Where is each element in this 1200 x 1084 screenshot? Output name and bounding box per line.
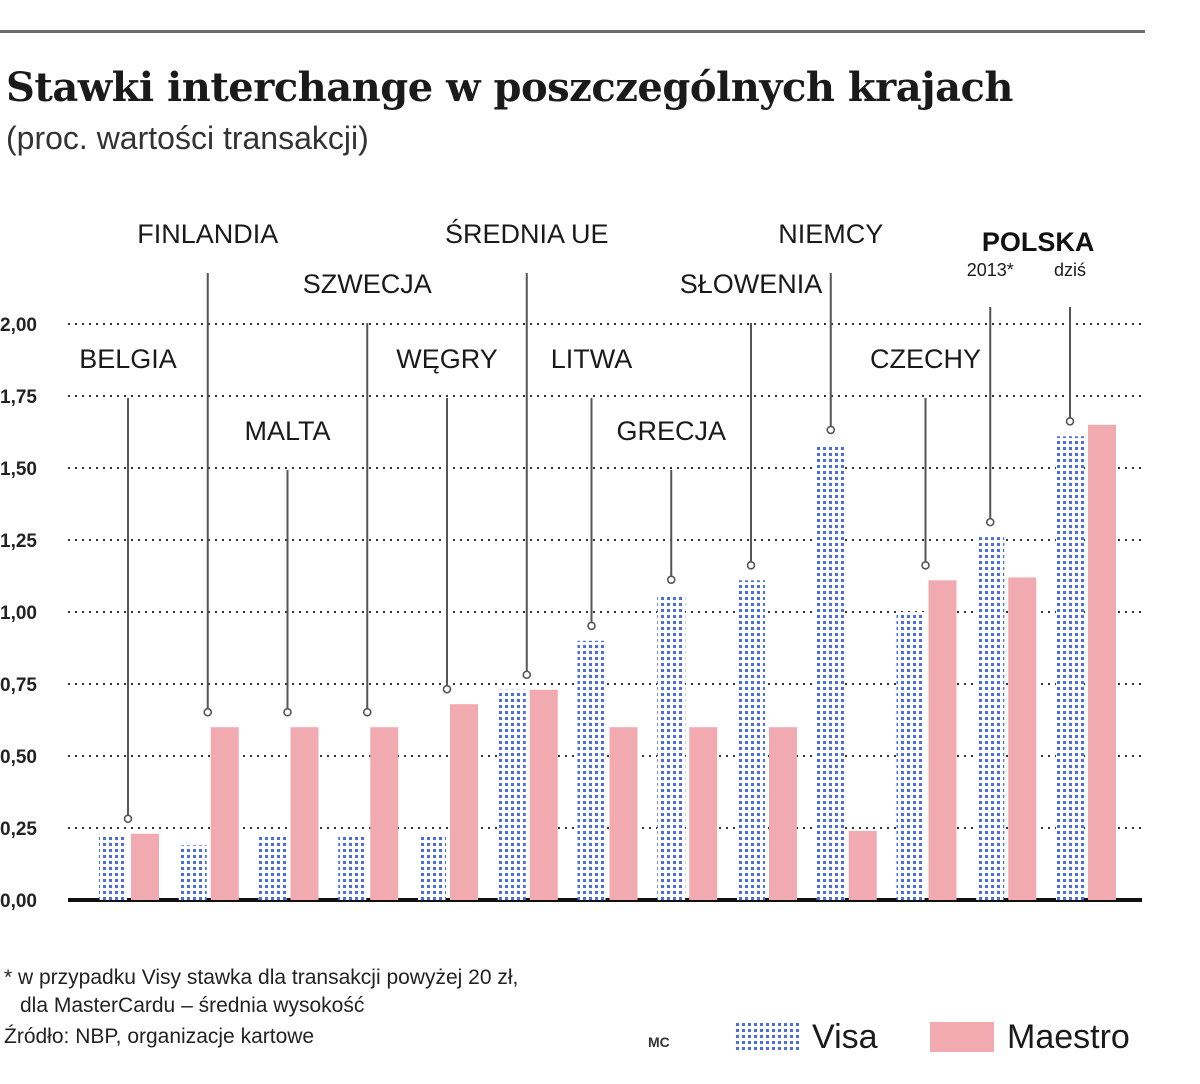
bar-maestro [1088,424,1116,900]
category-label: FINLANDIA [137,219,278,249]
chart-subtitle: (proc. wartości transakcji) [6,120,369,156]
bar-maestro [1008,577,1037,900]
bar-chart: BELGIA FINLANDIA MALTA SZWECJA WĘGRY ŚREDNIA … [0,217,1142,912]
y-tick-label: 1,00 [0,603,37,624]
y-tick-label: 0,00 [0,891,37,912]
bar-visa [577,640,606,900]
bar-maestro [450,704,478,900]
bar-maestro [769,727,797,900]
leader-dot [203,707,213,717]
bar-maestro [848,830,877,900]
bar-visa [338,836,367,900]
bar-visa [497,689,526,900]
leader-dot [826,425,836,435]
top-rule [0,30,1145,33]
y-tick-label: 2,00 [0,315,37,336]
bar-maestro [290,727,319,900]
category-label: NIEMCY [778,219,883,249]
bar-visa [178,845,207,900]
bar-visa [816,444,845,900]
author-credit: MC [648,1034,670,1050]
category-label: SZWECJA [303,269,432,299]
y-axis-ticks: 0,00 0,25 0,50 0,75 1,00 1,25 1,50 1,75 2,00 [0,315,37,912]
bar-visa [976,537,1005,900]
y-tick-label: 1,75 [0,387,37,408]
source-note: Źródło: NBP, organizacje kartowe [4,1025,315,1048]
y-tick-label: 1,25 [0,531,37,552]
legend-label-maestro: Maestro [1007,1018,1130,1056]
bars [99,424,1116,900]
bar-maestro [529,689,558,900]
category-label: WĘGRY [396,344,498,374]
leader-dot [921,561,930,570]
category-label: CZECHY [870,344,981,374]
legend-label-visa: Visa [812,1018,878,1056]
y-tick-label: 0,75 [0,675,37,696]
footnote-line-2: dla MasterCardu – średnia wysokość [20,994,365,1017]
y-tick-label: 1,50 [0,459,37,480]
category-label: BELGIA [79,344,177,374]
category-label: 2013* [967,260,1014,280]
category-label: MALTA [244,416,330,446]
legend-swatch-maestro [930,1022,994,1052]
category-labels: BELGIA FINLANDIA MALTA SZWECJA WĘGRY ŚREDNIA … [79,217,1095,824]
bar-visa [418,836,446,900]
leader-dot [1065,417,1075,426]
group-label-polska: POLSKA [982,227,1095,257]
footnote-line-1: * w przypadku Visy stawka dla transakcji… [4,966,519,989]
leader-dot [746,561,756,570]
leader-dot [666,575,676,585]
leader-dot [123,814,133,824]
category-label: LITWA [551,344,633,374]
leader-dot [442,684,452,694]
bar-visa [896,612,925,900]
bar-maestro [689,727,718,900]
category-label: SŁOWENIA [680,269,823,299]
category-label: ŚREDNIA UE [445,217,609,249]
bar-maestro [131,833,159,900]
y-tick-label: 0,25 [0,819,37,840]
bar-visa [258,836,287,900]
bar-maestro [210,727,239,900]
leader-dot [283,707,292,717]
category-label: dziś [1054,260,1086,280]
category-label: GRECJA [616,416,726,446]
bar-visa [1056,436,1084,900]
leader-dot [522,670,532,680]
bar-maestro [370,727,399,900]
leader-dot [587,621,596,631]
leader-dot [362,707,372,717]
chart-title: Stawki interchange w poszczególnych kraj… [6,64,1013,111]
bar-visa [99,836,127,900]
bar-maestro [928,580,957,900]
bar-maestro [609,727,638,900]
bar-visa [737,580,765,900]
bar-visa [657,594,686,900]
leader-dot [985,517,995,527]
y-tick-label: 0,50 [0,747,37,768]
legend-swatch-visa [735,1022,799,1052]
